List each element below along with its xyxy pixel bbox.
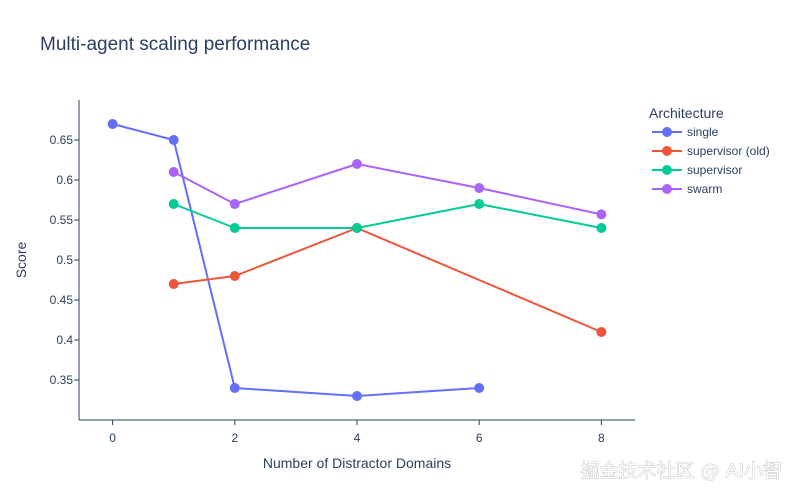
data-point[interactable] — [168, 167, 179, 177]
data-point[interactable] — [352, 159, 362, 169]
data-point[interactable] — [474, 199, 485, 209]
series-swarm — [168, 159, 607, 220]
legend-label: single — [687, 125, 719, 139]
data-point[interactable] — [352, 223, 362, 233]
data-point[interactable] — [229, 223, 240, 233]
y-axis-label: Score — [13, 242, 29, 279]
legend-title: Architecture — [649, 105, 724, 121]
x-tick-label: 8 — [598, 431, 605, 445]
series-line — [173, 227, 602, 333]
y-tick-label: 0.45 — [50, 293, 74, 307]
data-point[interactable] — [474, 383, 485, 393]
data-point[interactable] — [596, 209, 607, 220]
data-point[interactable] — [352, 391, 362, 401]
x-tick-label: 2 — [231, 431, 238, 445]
legend-swatch-marker — [662, 165, 672, 175]
data-point[interactable] — [229, 383, 240, 393]
series-line — [112, 123, 480, 397]
legend-label: supervisor (old) — [687, 144, 770, 158]
series-layer — [107, 119, 607, 401]
legend-item[interactable]: supervisor (old) — [652, 144, 770, 158]
data-point[interactable] — [168, 135, 179, 145]
legend-label: swarm — [687, 182, 722, 196]
chart-title: Multi-agent scaling performance — [40, 34, 310, 55]
x-axis-ticks: 0 2 4 6 8 — [109, 420, 605, 445]
x-axis-label: Number of Distractor Domains — [263, 455, 451, 471]
data-point[interactable] — [596, 327, 607, 337]
data-point[interactable] — [107, 119, 118, 129]
y-tick-label: 0.5 — [56, 253, 73, 267]
data-point[interactable] — [168, 279, 179, 289]
x-tick-label: 0 — [109, 431, 116, 445]
legend-items: single supervisor (old) supervisor swarm — [652, 125, 770, 196]
data-point[interactable] — [229, 271, 240, 281]
y-tick-label: 0.4 — [56, 333, 73, 347]
series-supervisor — [168, 199, 607, 233]
legend: Architecture single supervisor (old) super… — [649, 105, 770, 196]
series-single — [107, 119, 485, 401]
legend-swatch-marker — [662, 146, 672, 156]
series-supervisor-old- — [168, 223, 607, 337]
y-tick-label: 0.65 — [50, 133, 74, 147]
x-tick-label: 4 — [354, 431, 361, 445]
y-tick-label: 0.6 — [56, 173, 73, 187]
legend-item[interactable]: swarm — [652, 182, 722, 196]
data-point[interactable] — [168, 199, 179, 209]
legend-swatch-marker — [662, 184, 672, 194]
legend-item[interactable]: single — [652, 125, 719, 139]
legend-item[interactable]: supervisor — [652, 163, 742, 177]
plot-area: 0.35 0.4 0.45 0.5 0.55 0.6 0.65 0 2 4 6 8 — [50, 100, 635, 445]
data-point[interactable] — [596, 223, 607, 233]
legend-swatch-marker — [662, 127, 672, 137]
watermark-text: 掘金技术社区 @ AI小智 — [580, 460, 782, 482]
x-tick-label: 6 — [476, 431, 483, 445]
y-axis-ticks: 0.35 0.4 0.45 0.5 0.55 0.6 0.65 — [50, 133, 79, 387]
data-point[interactable] — [474, 183, 485, 193]
y-tick-label: 0.35 — [50, 373, 74, 387]
data-point[interactable] — [229, 199, 240, 209]
legend-label: supervisor — [687, 163, 742, 177]
y-tick-label: 0.55 — [50, 213, 74, 227]
